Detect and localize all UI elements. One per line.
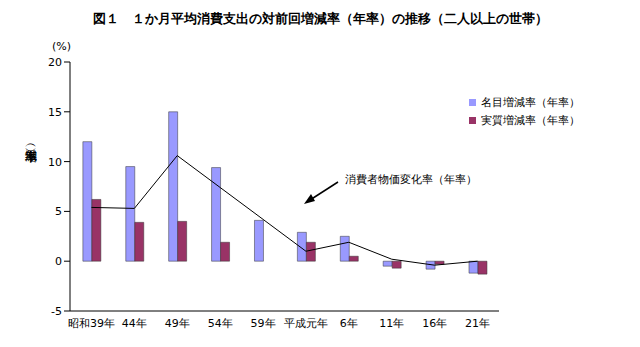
svg-text:6年: 6年 (340, 317, 358, 330)
svg-text:-5: -5 (51, 305, 62, 318)
svg-text:昭和39年: 昭和39年 (68, 317, 115, 330)
svg-text:54年: 54年 (208, 317, 233, 330)
svg-text:0: 0 (55, 255, 62, 268)
html-text:実質増減率（年率）: 実質増減率（年率） (481, 114, 580, 127)
svg-text:10: 10 (48, 156, 62, 169)
svg-text:44年: 44年 (122, 317, 147, 330)
svg-text:11年: 11年 (379, 317, 404, 330)
svg-text:平成元年: 平成元年 (284, 317, 328, 330)
svg-text:59年: 59年 (251, 317, 276, 330)
svg-text:21年: 21年 (465, 317, 490, 330)
svg-text:15: 15 (48, 106, 62, 119)
html-text:図１ １か月平均消費支出の対前回増減率（年率）の推移（二人以: 図１ １か月平均消費支出の対前回増減率（年率）の推移（二人以上の世帯） (92, 11, 548, 26)
svg-text:5: 5 (55, 205, 62, 218)
svg-text:20: 20 (48, 56, 62, 69)
svg-text:49年: 49年 (165, 317, 190, 330)
html-text:消費者物価変化率（年率）: 消費者物価変化率（年率） (345, 173, 477, 186)
svg-text:16年: 16年 (422, 317, 447, 330)
html-text:名目増減率（年率）: 名目増減率（年率） (481, 96, 580, 109)
